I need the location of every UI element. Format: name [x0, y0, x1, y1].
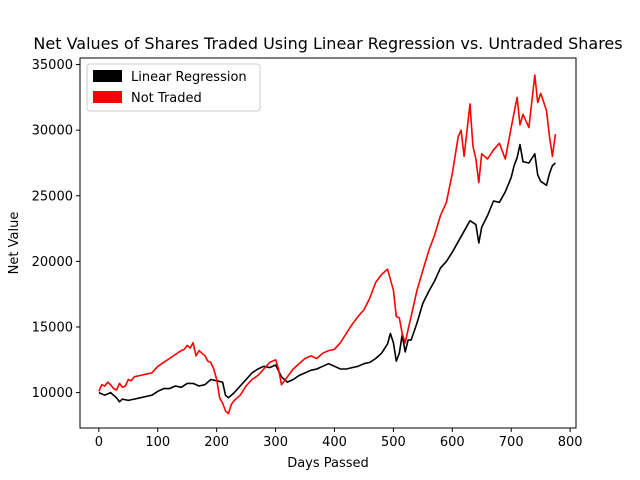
plot-frame [79, 57, 577, 429]
legend-swatch-linear-regression [93, 70, 122, 82]
legend-swatch-not-traded [93, 91, 122, 103]
legend: Linear Regression Not Traded [86, 63, 261, 112]
x-tick-label: 100 [145, 435, 170, 450]
y-tick-label: 30000 [32, 124, 73, 139]
x-tick-label: 600 [440, 435, 465, 450]
y-tick-label: 15000 [32, 320, 73, 335]
y-tick-label: 35000 [32, 58, 73, 73]
x-tick-label: 800 [558, 435, 583, 450]
plot-background [80, 58, 576, 428]
y-tick-label: 10000 [32, 386, 73, 401]
x-tick-label: 300 [263, 435, 288, 450]
x-axis-ticks: 0 100 200 300 400 500 600 700 800 [95, 428, 583, 450]
x-tick-label: 200 [204, 435, 229, 450]
series-line-not-traded [98, 74, 557, 415]
x-tick-label: 700 [499, 435, 524, 450]
series-line-linear-regression [98, 143, 556, 403]
series-lines [98, 74, 557, 415]
plot-area: 0 100 200 300 400 500 600 700 800 10000 15000 2000… [32, 57, 583, 450]
y-tick-label: 20000 [32, 255, 73, 270]
chart-title: Net Values of Shares Traded Using Linear… [33, 34, 622, 53]
x-axis-label: Days Passed [287, 456, 369, 471]
legend-label-not-traded: Not Traded [131, 91, 202, 106]
legend-label-linear-regression: Linear Regression [131, 70, 247, 85]
x-tick-label: 0 [95, 435, 103, 450]
legend-box [86, 63, 261, 112]
y-axis-ticks: 10000 15000 20000 25000 30000 35000 [32, 58, 80, 401]
y-tick-label: 25000 [32, 189, 73, 204]
y-axis-label: Net Value [7, 212, 22, 275]
x-tick-label: 400 [322, 435, 347, 450]
x-tick-label: 500 [381, 435, 406, 450]
